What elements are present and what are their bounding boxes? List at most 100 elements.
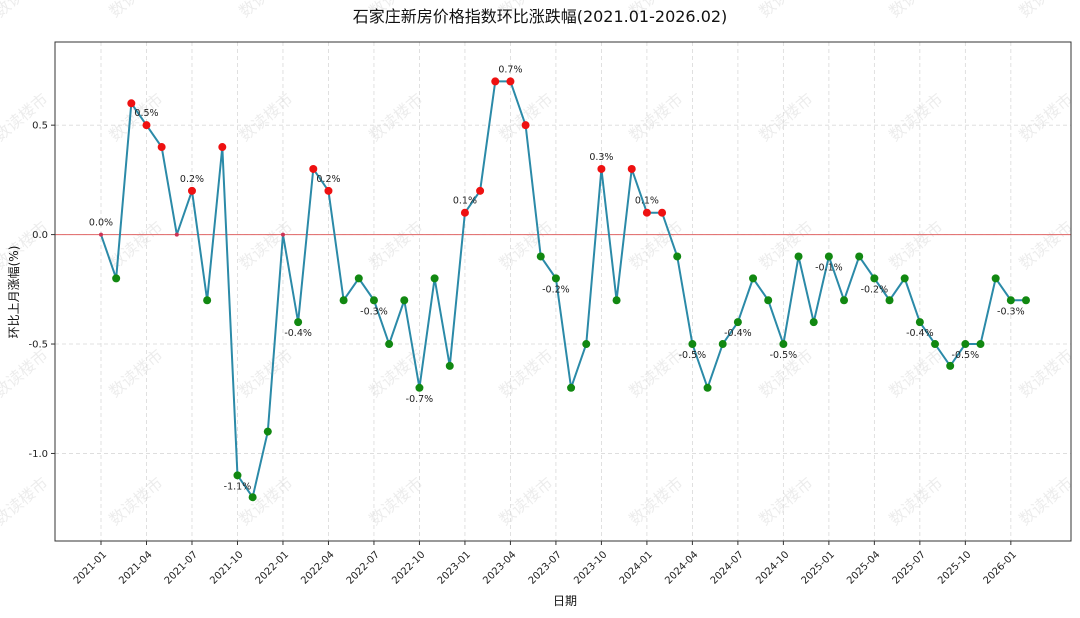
fall-point xyxy=(824,252,833,261)
x-tick-label: 2025-01 xyxy=(800,549,837,586)
x-tick-label: 2021-10 xyxy=(208,549,245,586)
rise-point xyxy=(476,186,485,195)
x-tick-label: 2021-01 xyxy=(72,549,109,586)
data-label: -0.4% xyxy=(724,328,752,339)
data-label: 0.1% xyxy=(453,196,477,207)
watermark-text: 数读楼市 xyxy=(235,89,296,145)
watermark-text: 数读楼市 xyxy=(1015,217,1076,273)
fall-point xyxy=(779,340,788,349)
fall-point xyxy=(415,383,424,392)
watermark-text: 数读楼市 xyxy=(365,89,426,145)
watermark-text: 数读楼市 xyxy=(495,345,556,401)
x-tick-label: 2022-07 xyxy=(345,549,382,586)
fall-point xyxy=(931,340,940,349)
rise-point xyxy=(658,208,667,217)
fall-point xyxy=(961,340,970,349)
data-label: -0.2% xyxy=(542,284,570,295)
x-tick-label: 2022-04 xyxy=(299,549,336,586)
plot-frame xyxy=(54,41,1072,542)
y-tick-label: 0.5 xyxy=(32,121,48,132)
data-label: -0.4% xyxy=(906,328,934,339)
x-tick-label: 2026-01 xyxy=(982,549,1019,586)
fall-point xyxy=(733,318,742,327)
watermark-text: 数读楼市 xyxy=(625,473,686,529)
fall-point xyxy=(703,383,712,392)
data-label: 0.7% xyxy=(498,64,522,75)
watermark-text: 数读楼市 xyxy=(885,345,946,401)
fall-point xyxy=(915,318,924,327)
x-tick-label: 2022-01 xyxy=(254,549,291,586)
x-tick-label: 2023-04 xyxy=(481,549,518,586)
rise-point xyxy=(187,186,196,195)
x-tick-label: 2024-04 xyxy=(663,549,700,586)
x-tick-label: 2024-07 xyxy=(709,549,746,586)
watermark-text: 数读楼市 xyxy=(885,473,946,529)
watermark-text: 数读楼市 xyxy=(105,217,166,273)
y-tick-label: -0.5 xyxy=(28,340,48,351)
watermark-text: 数读楼市 xyxy=(1015,89,1076,145)
data-label: 0.5% xyxy=(134,108,158,119)
watermark-text: 数读楼市 xyxy=(0,473,52,529)
fall-point xyxy=(430,274,439,283)
fall-point xyxy=(1022,296,1030,305)
rise-point xyxy=(309,164,318,173)
fall-point xyxy=(385,340,394,349)
fall-point xyxy=(673,252,682,261)
data-label: -0.2% xyxy=(861,284,889,295)
x-tick-label: 2023-01 xyxy=(436,549,473,586)
data-label: -0.7% xyxy=(406,394,434,405)
flat-point xyxy=(99,232,103,237)
watermark-text: 数读楼市 xyxy=(1015,473,1076,529)
fall-point xyxy=(263,427,272,436)
fall-point xyxy=(900,274,909,283)
data-label: -0.5% xyxy=(770,350,798,361)
watermark-text: 数读楼市 xyxy=(105,345,166,401)
rise-point xyxy=(324,186,333,195)
rise-point xyxy=(521,121,530,130)
watermark-text: 数读楼市 xyxy=(105,0,166,21)
x-tick-label: 2023-10 xyxy=(572,549,609,586)
watermark-text: 数读楼市 xyxy=(105,473,166,529)
watermark-text: 数读楼市 xyxy=(1015,345,1076,401)
fall-point xyxy=(567,383,576,392)
fall-point xyxy=(991,274,1000,283)
rise-point xyxy=(157,143,166,152)
watermark-text: 数读楼市 xyxy=(0,345,52,401)
rise-point xyxy=(460,208,469,217)
fall-point xyxy=(885,296,894,305)
data-label: -1.1% xyxy=(224,481,252,492)
fall-point xyxy=(400,296,409,305)
flat-point xyxy=(280,232,285,237)
fall-point xyxy=(536,252,545,261)
x-tick-label: 2024-10 xyxy=(754,549,791,586)
watermark-text: 数读楼市 xyxy=(625,345,686,401)
rise-point xyxy=(597,164,606,173)
x-tick-label: 2023-07 xyxy=(527,549,564,586)
watermark-text: 数读楼市 xyxy=(885,217,946,273)
watermark-text: 数读楼市 xyxy=(755,89,816,145)
x-axis-title: 日期 xyxy=(553,594,577,608)
data-label: 0.0% xyxy=(89,218,113,229)
fall-point xyxy=(248,493,257,502)
x-tick-label: 2025-04 xyxy=(845,549,882,586)
series-line xyxy=(100,80,1026,500)
fall-point xyxy=(749,274,758,283)
fall-point xyxy=(855,252,864,261)
fall-point xyxy=(233,471,242,480)
fall-point xyxy=(354,274,363,283)
fall-point xyxy=(339,296,348,305)
watermark-text: 数读楼市 xyxy=(235,0,296,21)
watermark-layer: 数读楼市 数读楼市 数读楼市 数读楼市 数读楼市 数读楼市 数读楼市 数读楼市 数读楼市数读楼市… xyxy=(0,0,1077,529)
data-label: -0.5% xyxy=(952,350,980,361)
fall-point xyxy=(840,296,849,305)
y-tick-label: 0.0 xyxy=(32,230,48,241)
fall-point xyxy=(809,318,818,327)
watermark-text: 数读楼市 xyxy=(365,217,426,273)
watermark-text: 数读楼市 xyxy=(885,89,946,145)
rise-point xyxy=(642,208,651,217)
watermark-text: 数读楼市 xyxy=(0,0,52,21)
rise-point xyxy=(218,143,227,152)
rise-point xyxy=(142,121,151,130)
